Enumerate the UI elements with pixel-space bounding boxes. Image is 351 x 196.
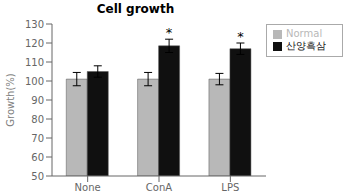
svg-text:*: * — [237, 29, 244, 44]
svg-text:90: 90 — [31, 95, 44, 106]
svg-text:70: 70 — [31, 133, 44, 144]
svg-text:ConA: ConA — [146, 182, 172, 193]
svg-text:60: 60 — [31, 152, 44, 163]
html-text:Normal: Normal — [286, 28, 323, 39]
svg-text:100: 100 — [25, 76, 44, 87]
svg-text:None: None — [75, 182, 101, 193]
svg-text:LPS: LPS — [221, 182, 239, 193]
svg-text:110: 110 — [25, 57, 44, 68]
svg-text:Growth(%): Growth(%) — [8, 73, 16, 127]
svg-text:130: 130 — [25, 19, 44, 30]
html-text:산양흑삼: 산양흑삼 — [286, 40, 326, 51]
html-text:Cell growth: Cell growth — [96, 2, 175, 16]
svg-text:50: 50 — [31, 171, 44, 182]
svg-text:120: 120 — [25, 38, 44, 49]
svg-text:*: * — [166, 25, 173, 40]
svg-text:80: 80 — [31, 114, 44, 125]
